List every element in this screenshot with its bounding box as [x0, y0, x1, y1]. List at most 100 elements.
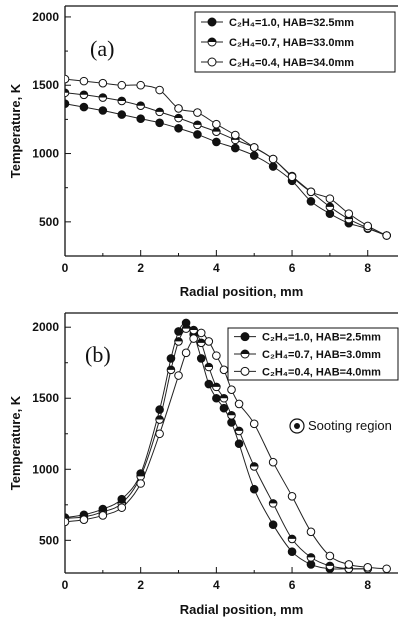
data-point — [136, 101, 145, 111]
legend-marker — [240, 349, 250, 359]
data-point — [234, 399, 244, 409]
x-axis-label: Radial position, mm — [180, 284, 304, 299]
legend-marker — [240, 332, 250, 342]
legend: C₂H₄=1.0, HAB=32.5mm C₂H₄=0.7, HAB=33.0mm… — [194, 11, 396, 73]
marker-half — [99, 508, 107, 512]
marker-half — [250, 462, 259, 467]
data-point — [227, 418, 236, 427]
marker-half — [174, 114, 183, 119]
data-point — [306, 187, 316, 197]
data-point — [325, 561, 335, 571]
y-tick-label: 1000 — [32, 462, 59, 476]
legend-marker — [240, 366, 250, 376]
legend-marker — [207, 17, 217, 27]
y-tick-label: 1500 — [32, 78, 59, 92]
marker-half — [212, 127, 221, 132]
data-point — [204, 379, 214, 389]
legend-marker — [207, 57, 217, 67]
data-point — [306, 527, 316, 537]
data-point — [166, 354, 176, 363]
marker-half — [182, 324, 190, 329]
data-point — [79, 102, 89, 112]
data-point — [98, 78, 108, 88]
data-point — [204, 337, 214, 346]
legend-label: C₂H₄=0.7, HAB=33.0mm — [229, 37, 354, 49]
data-point — [325, 551, 335, 561]
plot-area — [65, 74, 391, 240]
marker-half — [241, 350, 249, 354]
data-point — [212, 137, 221, 147]
legend-box — [194, 11, 396, 73]
data-point — [287, 172, 297, 182]
data-point — [166, 365, 176, 375]
panel-label: (b) — [85, 342, 111, 367]
marker-half — [326, 562, 334, 566]
data-point — [287, 534, 297, 544]
legend-marker — [207, 37, 217, 47]
data-point — [136, 80, 145, 90]
data-point — [268, 499, 278, 508]
legend-box — [227, 327, 399, 381]
x-tick-label: 8 — [364, 578, 371, 592]
series-line — [65, 78, 387, 236]
marker-half — [99, 93, 107, 98]
data-point — [196, 354, 206, 363]
data-point — [287, 491, 297, 501]
data-point — [155, 405, 164, 414]
x-tick-label: 6 — [289, 578, 296, 592]
data-point — [193, 108, 202, 117]
data-point — [230, 130, 240, 140]
data-point — [196, 328, 206, 338]
data-point — [325, 194, 335, 203]
x-tick-label: 0 — [62, 578, 69, 592]
x-tick-label: 2 — [137, 261, 144, 275]
data-point — [181, 324, 191, 333]
data-point — [249, 484, 259, 494]
data-point — [219, 393, 229, 403]
data-point — [249, 462, 259, 471]
data-point — [136, 479, 145, 488]
data-point — [174, 337, 183, 346]
data-point — [249, 143, 259, 152]
y-tick-label: 1500 — [32, 391, 59, 405]
marker-half — [136, 101, 145, 106]
y-tick-label: 500 — [39, 533, 59, 547]
panel-label: (a) — [90, 36, 114, 61]
data-point — [189, 334, 198, 343]
data-point — [227, 410, 236, 420]
marker-half — [136, 472, 145, 477]
y-tick-label: 2000 — [32, 10, 59, 24]
legend-label: C₂H₄=0.4, HAB=34.0mm — [229, 57, 354, 69]
data-point — [79, 90, 89, 100]
series-line — [65, 92, 387, 236]
legend-label: C₂H₄=0.7, HAB=3.0mm — [262, 349, 381, 361]
x-tick-label: 2 — [137, 578, 144, 592]
marker-half — [204, 363, 213, 367]
marker-half — [220, 394, 228, 399]
data-point — [219, 403, 229, 413]
data-point — [230, 143, 240, 153]
annotation-sooting-region: Sooting region — [289, 418, 392, 434]
marker-half — [197, 339, 206, 343]
data-point — [174, 113, 183, 123]
data-point — [174, 371, 183, 380]
data-point — [234, 426, 244, 436]
annotation-text: Sooting region — [308, 418, 392, 433]
x-axis-label: Radial position, mm — [180, 602, 304, 617]
marker-half — [269, 499, 277, 504]
legend-label: C₂H₄=0.4, HAB=4.0mm — [262, 366, 381, 378]
x-tick-label: 4 — [213, 261, 220, 275]
data-point — [174, 123, 183, 133]
data-point — [196, 338, 206, 348]
y-axis-label: Temperature, K — [8, 395, 23, 490]
data-point — [363, 221, 373, 231]
data-point — [155, 118, 164, 128]
data-point — [193, 120, 202, 130]
data-point — [382, 564, 391, 573]
x-tick-label: 0 — [62, 261, 69, 275]
panel-b: 0 2 4 6 8 500 1000 1500 2000 Radial position, mm T… — [8, 312, 399, 617]
data-point — [306, 560, 316, 569]
data-point — [363, 563, 373, 572]
data-point — [306, 553, 316, 562]
data-point — [212, 382, 221, 392]
